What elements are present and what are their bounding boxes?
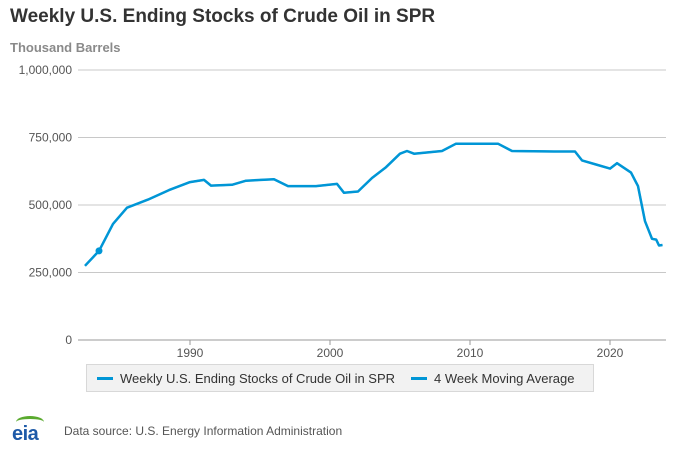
- data-source-text: Data source: U.S. Energy Information Adm…: [64, 424, 343, 438]
- logo-arc-icon: [16, 416, 44, 428]
- logo-text: eia: [12, 423, 39, 445]
- eia-logo[interactable]: eia: [10, 416, 52, 446]
- y-tick-label: 0: [65, 333, 72, 347]
- legend-line-swatch: [411, 376, 428, 380]
- line-chart: 0 250,000 500,000 750,000 1,000,000 1990 2000 2…: [19, 63, 666, 360]
- legend-line-swatch: [97, 376, 113, 380]
- y-tick-label: 250,000: [29, 266, 73, 280]
- y-tick-label: 1,000,000: [19, 63, 73, 77]
- x-tick-label: 2010: [457, 346, 484, 360]
- legend-item-moving-average[interactable]: 4 Week Moving Average: [411, 371, 574, 386]
- footer: eia Data source: U.S. Energy Information…: [10, 416, 342, 446]
- x-tick-label: 2000: [317, 346, 344, 360]
- y-tick-label: 750,000: [29, 131, 73, 145]
- chart-title: Weekly U.S. Ending Stocks of Crude Oil i…: [10, 6, 436, 27]
- x-tick-label: 1990: [177, 346, 204, 360]
- chart-legend: Weekly U.S. Ending Stocks of Crude Oil i…: [86, 364, 594, 392]
- legend-item-weekly-stocks[interactable]: Weekly U.S. Ending Stocks of Crude Oil i…: [97, 371, 395, 386]
- y-axis-unit-label: Thousand Barrels: [10, 40, 121, 55]
- legend-label: 4 Week Moving Average: [434, 370, 575, 386]
- y-tick-label: 500,000: [29, 198, 73, 212]
- legend-label: Weekly U.S. Ending Stocks of Crude Oil i…: [120, 370, 396, 386]
- series-line-moving-average: [84, 142, 663, 267]
- data-point-marker: [95, 247, 103, 255]
- x-tick-label: 2020: [597, 346, 624, 360]
